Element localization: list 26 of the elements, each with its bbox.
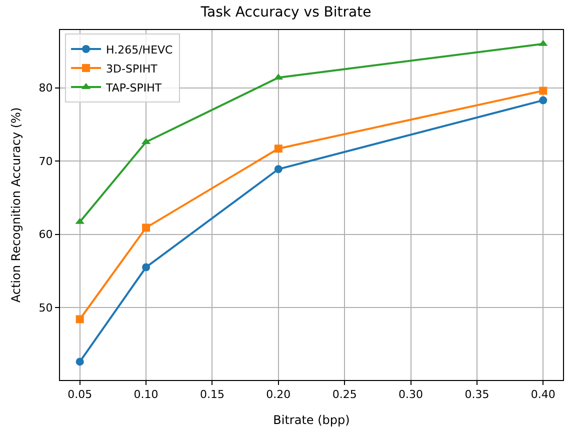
y-tick-label: 50 <box>38 301 53 314</box>
point <box>274 144 282 153</box>
chart-title: Task Accuracy vs Bitrate <box>200 4 372 20</box>
y-axis-title: Action Recognition Accuracy (%) <box>9 107 24 303</box>
point <box>539 86 548 95</box>
x-tick-label: 0.30 <box>398 388 424 402</box>
x-axis-title: Bitrate (bpp) <box>273 413 350 428</box>
legend-label: 3D-SPIHT <box>106 62 158 76</box>
legend-label: H.265/HEVC <box>106 43 174 56</box>
x-tick-label: 0.25 <box>332 388 357 402</box>
point <box>142 263 150 272</box>
x-tick-label: 0.10 <box>134 388 158 402</box>
x-tick-label: 0.35 <box>464 388 490 402</box>
x-tick-label: 0.20 <box>266 388 291 402</box>
y-tick-label: 80 <box>38 82 53 95</box>
point <box>76 315 84 324</box>
point <box>274 165 282 174</box>
x-tick-label: 0.40 <box>530 388 556 402</box>
point <box>142 224 150 232</box>
x-tick-label: 0.05 <box>68 388 92 402</box>
x-tick-label: 0.15 <box>200 388 224 402</box>
legend-label: TAP-SPIHT <box>105 81 162 94</box>
point <box>539 96 548 104</box>
y-tick-label: 60 <box>38 228 53 242</box>
point <box>76 358 84 366</box>
y-tick-label: 70 <box>38 154 53 168</box>
